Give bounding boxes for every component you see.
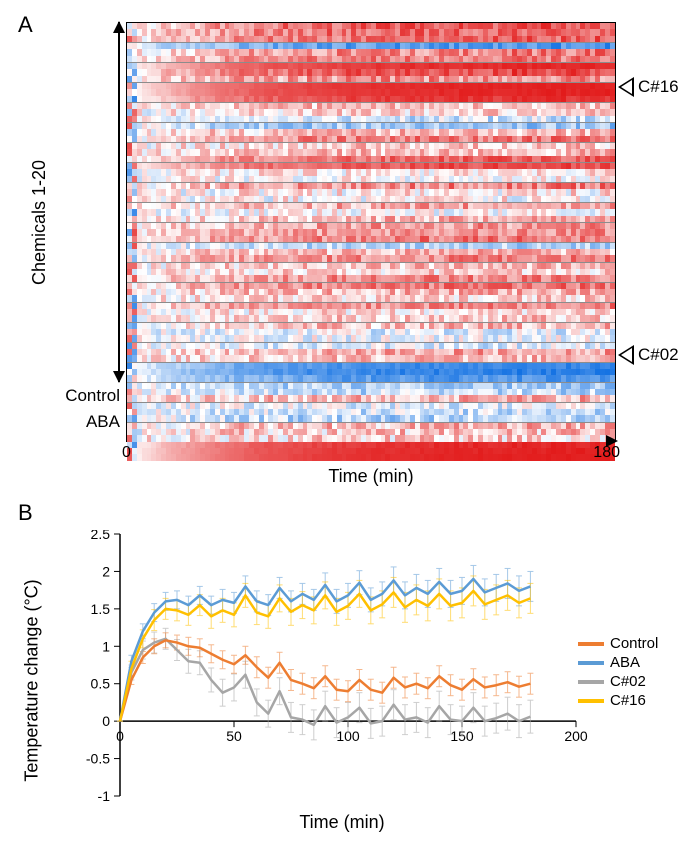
svg-text:-1: -1	[98, 788, 111, 804]
panel-b-x-label: Time (min)	[62, 812, 622, 833]
svg-text:200: 200	[564, 728, 588, 744]
callout-c16: C#16	[618, 77, 679, 97]
svg-text:-0.5: -0.5	[86, 751, 110, 767]
svg-text:0: 0	[102, 713, 110, 729]
panel-a-xtick-1: 180	[593, 444, 620, 462]
panel-a-xtick-0: 0	[122, 444, 131, 462]
legend-label: ABA	[610, 654, 640, 671]
panel-a-x-axis: 0 180 Time (min)	[126, 444, 616, 494]
legend-label: C#16	[610, 692, 646, 709]
legend-swatch	[578, 642, 604, 646]
heatmap-group-separator	[127, 122, 615, 123]
chemicals-range-arrow	[118, 22, 120, 382]
y-axis-aba-label: ABA	[86, 412, 120, 432]
svg-text:50: 50	[226, 728, 242, 744]
panel-a-heatmap-area	[126, 22, 616, 442]
heatmap-group-separator	[127, 262, 615, 263]
chemicals-range-label: Chemicals 1-20	[30, 159, 51, 284]
legend-label: C#02	[610, 673, 646, 690]
heatmap-group-separator	[127, 82, 615, 83]
legend-swatch	[578, 661, 604, 665]
heatmap-group-separator	[127, 242, 615, 243]
chemicals-range-label-wrap: Chemicals 1-20	[30, 72, 50, 372]
legend-swatch	[578, 699, 604, 703]
callout-label: C#16	[638, 77, 679, 97]
svg-text:2: 2	[102, 563, 110, 579]
heatmap-group-separator	[127, 422, 615, 423]
heatmap-group-separator	[127, 42, 615, 43]
legend: Control ABA C#02 C#16	[578, 635, 658, 711]
heatmap-group-separator	[127, 162, 615, 163]
panel-b-chart-area: 050100150200-1-0.500.511.522.5	[62, 530, 622, 830]
heatmap-group-separator	[127, 282, 615, 283]
svg-text:2.5: 2.5	[91, 530, 111, 542]
legend-item-control: Control	[578, 635, 658, 652]
heatmap-group-separator	[127, 222, 615, 223]
svg-text:0: 0	[116, 728, 124, 744]
heatmap-group-separator	[127, 302, 615, 303]
callout-label: C#02	[638, 345, 679, 365]
panel-a-x-axis-arrow	[132, 440, 616, 442]
legend-item-aba: ABA	[578, 654, 658, 671]
heatmap-group-separator	[127, 142, 615, 143]
heatmap-group-separator	[127, 402, 615, 403]
panel-b-label: B	[18, 500, 33, 526]
heatmap-group-separator	[127, 322, 615, 323]
line-chart: 050100150200-1-0.500.511.522.5	[62, 530, 622, 830]
heatmap-group-separator	[127, 202, 615, 203]
callout-arrow-icon	[618, 77, 634, 97]
heatmap-group-separator	[127, 362, 615, 363]
callout-c02: C#02	[618, 345, 679, 365]
legend-item-c16: C#16	[578, 692, 658, 709]
svg-text:1.5: 1.5	[91, 601, 111, 617]
figure-root: { "panel_labels": { "A": "A", "B": "B" }…	[0, 0, 700, 844]
legend-item-c02: C#02	[578, 673, 658, 690]
svg-text:0.5: 0.5	[91, 676, 111, 692]
svg-text:1: 1	[102, 638, 110, 654]
panel-a-label: A	[18, 12, 33, 38]
y-axis-control-label: Control	[65, 386, 120, 406]
heatmap-group-separator	[127, 62, 615, 63]
heatmap-group-separator	[127, 182, 615, 183]
panel-b-y-label-text: Temperature change (°C)	[22, 579, 43, 781]
heatmap-group-separator	[127, 102, 615, 103]
heatmap	[126, 22, 616, 442]
panel-a-y-axis: Chemicals 1-20 Control ABA	[40, 22, 124, 442]
legend-swatch	[578, 680, 604, 684]
callout-arrow-icon	[618, 345, 634, 365]
heatmap-group-separator	[127, 382, 615, 383]
legend-label: Control	[610, 635, 658, 652]
panel-a-x-label: Time (min)	[126, 466, 616, 487]
heatmap-group-separator	[127, 342, 615, 343]
panel-b-y-label: Temperature change (°C)	[22, 530, 42, 830]
